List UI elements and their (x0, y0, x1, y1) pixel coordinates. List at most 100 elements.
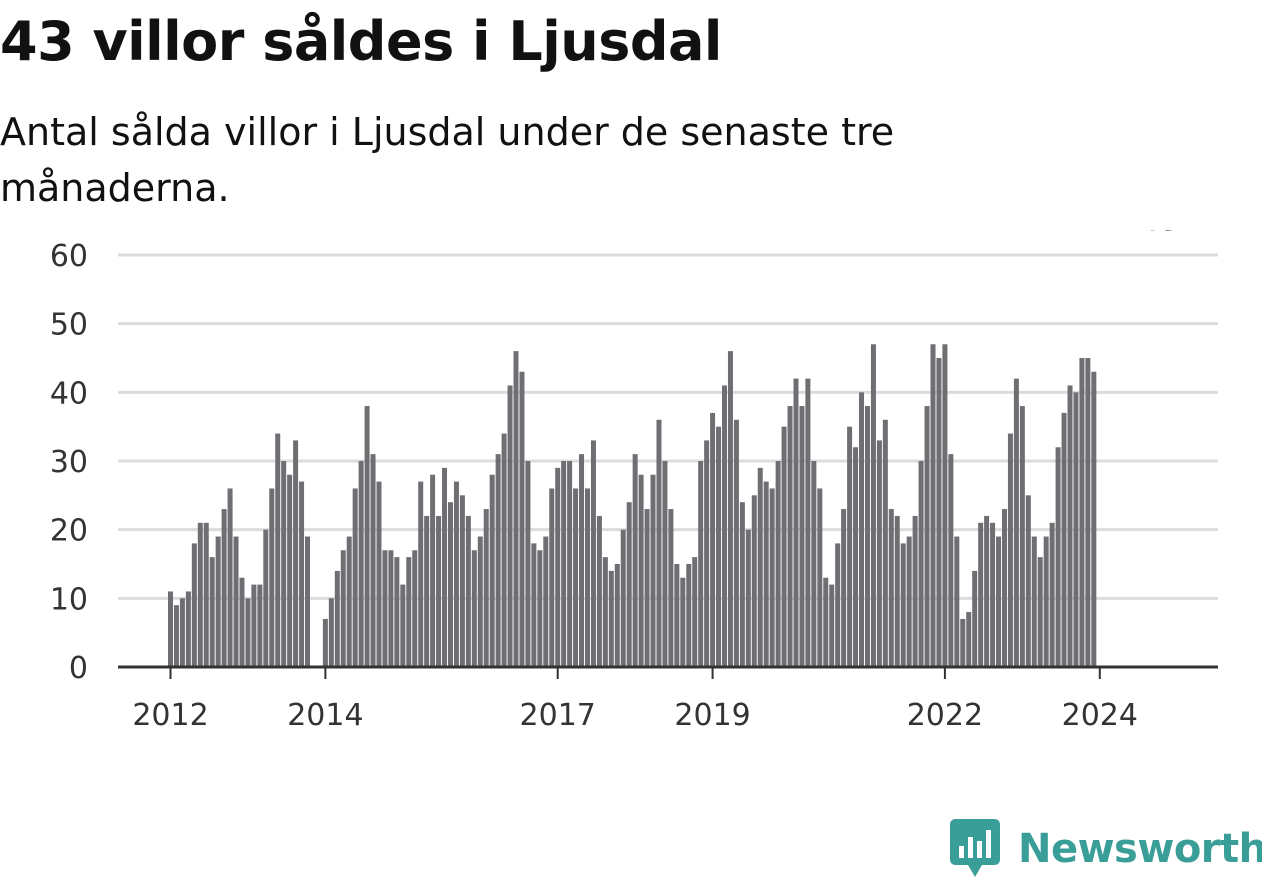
bar (293, 440, 299, 667)
bar (299, 481, 305, 667)
bar (716, 426, 722, 667)
bar (346, 536, 352, 667)
bar (453, 481, 459, 667)
bar (835, 543, 841, 667)
bar (692, 557, 698, 667)
bar (668, 509, 674, 667)
bar (1079, 358, 1085, 667)
bar (1001, 509, 1007, 667)
bar (263, 529, 269, 667)
bar (447, 502, 453, 667)
bar (1025, 495, 1031, 667)
bar (894, 515, 900, 667)
bar (525, 461, 531, 667)
bar (418, 481, 424, 667)
bar (233, 536, 239, 667)
chart-subtitle: Antal sålda villor i Ljusdal under de se… (0, 110, 895, 210)
bar (596, 515, 602, 667)
bar (328, 598, 334, 667)
bar (620, 529, 626, 667)
bar (829, 584, 835, 667)
bar (632, 454, 638, 667)
bar (710, 412, 716, 667)
bar (334, 570, 340, 667)
bar (900, 543, 906, 667)
x-tick-label: 2014 (287, 698, 363, 733)
bar (769, 488, 775, 667)
bar (179, 598, 185, 667)
bar (382, 550, 388, 667)
bar (507, 385, 513, 667)
bar (406, 557, 412, 667)
bar (656, 419, 662, 667)
bar (793, 378, 799, 667)
bar-chart: 0 10 20 30 40 50 60 2012 2014 2017 2019 2022 2024 43 (50, 230, 1218, 733)
bar (185, 591, 191, 667)
bar (984, 515, 990, 667)
bar (936, 358, 942, 667)
bar (1019, 406, 1025, 667)
bar (227, 488, 233, 667)
bar (322, 618, 328, 667)
bar (787, 406, 793, 667)
bar (704, 440, 710, 667)
bar (864, 406, 870, 667)
bar (1061, 412, 1067, 667)
bar (424, 515, 430, 667)
bar (495, 454, 501, 667)
bar (203, 522, 209, 667)
bar (584, 488, 590, 667)
bar (561, 461, 567, 667)
bar (1049, 522, 1055, 667)
axes (118, 665, 1218, 679)
bar (197, 522, 203, 667)
bar (674, 564, 680, 667)
bar (727, 351, 733, 667)
value-label: 43 (1138, 230, 1180, 238)
bar (287, 474, 293, 667)
bar (567, 461, 573, 667)
bar (811, 461, 817, 667)
x-tick-label: 2012 (132, 698, 208, 733)
bar (775, 461, 781, 667)
bar (579, 454, 585, 667)
bar (912, 515, 918, 667)
bar (1043, 536, 1049, 667)
bar (614, 564, 620, 667)
bar (340, 550, 346, 667)
bar (513, 351, 519, 667)
bar (459, 495, 465, 667)
bar (978, 522, 984, 667)
bar (942, 344, 948, 667)
bar (1067, 385, 1073, 667)
bar (739, 502, 745, 667)
bar (376, 481, 382, 667)
bar (239, 577, 245, 667)
bar (686, 564, 692, 667)
x-tick-label: 2019 (674, 698, 750, 733)
bar (245, 598, 251, 667)
bar (888, 509, 894, 667)
bar (370, 454, 376, 667)
bar (650, 474, 656, 667)
bar (1055, 447, 1061, 667)
bar (257, 584, 263, 667)
bar (799, 406, 805, 667)
bar (483, 509, 489, 667)
bar (823, 577, 829, 667)
bar (590, 440, 596, 667)
bar (549, 488, 555, 667)
bar (209, 557, 215, 667)
newsworthy-brand: Newsworthy (950, 818, 1262, 880)
bar (388, 550, 394, 667)
bar (1073, 392, 1079, 667)
labels: 0 10 20 30 40 50 60 2012 2014 2017 2019 2022 2024 43 (50, 230, 1181, 733)
bar (531, 543, 537, 667)
bar (972, 570, 978, 667)
bar (465, 515, 471, 667)
bar (966, 612, 972, 667)
bar (1037, 557, 1043, 667)
bar (763, 481, 769, 667)
bar (644, 509, 650, 667)
bar (364, 406, 370, 667)
